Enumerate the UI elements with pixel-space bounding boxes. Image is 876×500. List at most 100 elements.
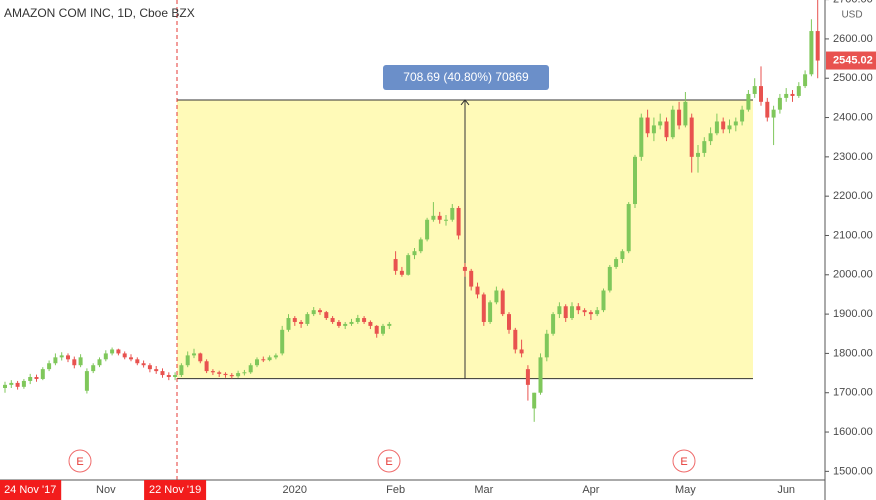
candle-body: [727, 125, 732, 130]
measure-arrow-head: [460, 99, 470, 106]
x-tick-label: May: [675, 484, 696, 496]
earnings-label: E: [76, 456, 83, 468]
candle-body: [714, 121, 719, 134]
candle-body: [330, 318, 335, 322]
candle-body: [292, 318, 297, 322]
earnings-marker: [377, 449, 401, 473]
measure-label-box: [383, 64, 549, 90]
y-tick-label: 2000.00: [833, 269, 873, 281]
candle-body: [154, 369, 159, 372]
x-tick-label: Mar: [474, 484, 493, 496]
y-tick-label: 1500.00: [833, 465, 873, 477]
candle-body: [381, 325, 385, 334]
candle-body: [406, 255, 411, 275]
candle-body: [343, 323, 348, 326]
candle-body: [601, 290, 606, 311]
x-tick-label: Nov: [96, 484, 116, 496]
earnings-marker: [672, 449, 696, 473]
candle-body: [21, 380, 26, 387]
candle-body: [336, 321, 341, 326]
candle-body: [286, 318, 291, 330]
candle-body: [557, 306, 562, 315]
candle-body: [261, 359, 266, 361]
candle-body: [66, 355, 70, 360]
candle-body: [752, 86, 757, 94]
y-tick-label: 2700.00: [833, 0, 873, 6]
candle-body: [166, 375, 171, 378]
candle-body: [475, 286, 480, 295]
x-tick-label: Jun: [777, 484, 795, 496]
candle-body: [223, 373, 228, 376]
candle-body: [299, 321, 304, 324]
candle-body: [412, 251, 417, 256]
candle-body: [47, 363, 52, 370]
candle-body: [488, 302, 493, 322]
candle-body: [53, 357, 58, 364]
cursor-date-label: 22 Nov '19: [149, 484, 201, 496]
candle-body: [614, 259, 619, 267]
last-price-label: 2545.02: [833, 54, 873, 66]
candle-body: [481, 294, 486, 322]
candle-body: [444, 219, 448, 221]
candle-body: [696, 152, 700, 157]
candle-body: [563, 306, 568, 319]
x-tick-label: Apr: [582, 484, 599, 496]
candle-body: [437, 215, 442, 220]
candle-body: [796, 86, 801, 96]
candle-body: [664, 121, 669, 138]
candle-body: [236, 373, 241, 377]
candle-body: [733, 121, 738, 126]
candle-body: [210, 371, 215, 373]
candle-body: [399, 270, 404, 275]
chart-title: AMAZON COM INC, 1D, Cboe BZX: [4, 6, 195, 20]
candle-body: [815, 31, 820, 61]
candle-body: [765, 101, 770, 118]
candle-body: [305, 314, 310, 324]
candle-body: [273, 355, 278, 358]
candle-body: [72, 359, 77, 366]
candle-body: [59, 355, 64, 358]
candle-body: [185, 355, 190, 366]
y-tick-label: 1600.00: [833, 426, 873, 438]
candle-body: [588, 312, 593, 315]
candle-body: [34, 377, 39, 379]
y-tick-label: 2600.00: [833, 33, 873, 45]
y-tick-label: 2200.00: [833, 190, 873, 202]
candle-body: [267, 357, 272, 361]
candle-body: [777, 97, 782, 110]
candle-body: [639, 117, 644, 157]
candle-body: [462, 266, 467, 271]
candle-body: [538, 357, 543, 393]
candle-body: [248, 365, 253, 373]
candle-body: [469, 270, 474, 287]
candle-body: [280, 329, 285, 354]
candle-body: [179, 365, 184, 376]
measure-label: 708.69 (40.80%) 70869: [403, 70, 529, 84]
candle-body: [362, 318, 367, 322]
candle-body: [387, 323, 392, 326]
candle-body: [809, 31, 814, 75]
candle-body: [40, 369, 45, 379]
y-tick-label: 2400.00: [833, 111, 873, 123]
candle-body: [97, 359, 102, 366]
candle-body: [670, 109, 675, 138]
candle-body: [708, 133, 713, 142]
candle-body: [78, 357, 83, 366]
candle-body: [626, 204, 631, 252]
candle-body: [431, 215, 436, 220]
candle-body: [721, 121, 726, 130]
candle-body: [318, 310, 322, 313]
candle-body: [570, 306, 574, 319]
candle-body: [324, 312, 329, 319]
candle-body: [746, 93, 751, 110]
candle-body: [173, 375, 178, 378]
candle-body: [532, 392, 537, 409]
candle-body: [198, 353, 203, 362]
candle-body: [645, 117, 650, 134]
candle-body: [494, 290, 499, 303]
candle-body: [544, 333, 549, 358]
candle-body: [450, 207, 455, 220]
candle-body: [689, 117, 694, 157]
candle-body: [513, 329, 518, 350]
candle-body: [15, 382, 20, 387]
